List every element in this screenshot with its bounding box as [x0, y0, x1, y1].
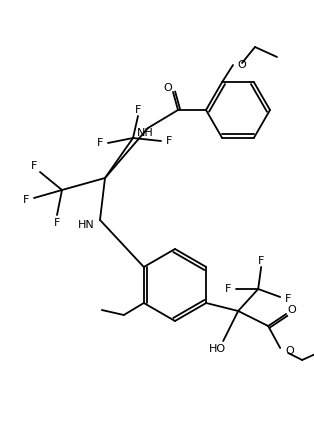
Text: HO: HO	[208, 344, 226, 354]
Text: F: F	[166, 136, 172, 146]
Text: F: F	[285, 294, 291, 304]
Text: F: F	[54, 218, 60, 228]
Text: F: F	[135, 105, 141, 115]
Text: F: F	[97, 138, 103, 148]
Text: F: F	[258, 256, 264, 266]
Text: NH: NH	[137, 128, 153, 138]
Text: O: O	[285, 346, 294, 356]
Text: O: O	[288, 305, 296, 315]
Text: F: F	[225, 284, 231, 294]
Text: F: F	[23, 195, 29, 205]
Text: F: F	[31, 161, 37, 171]
Text: O: O	[237, 60, 246, 70]
Text: O: O	[164, 83, 172, 93]
Text: HN: HN	[78, 220, 95, 230]
